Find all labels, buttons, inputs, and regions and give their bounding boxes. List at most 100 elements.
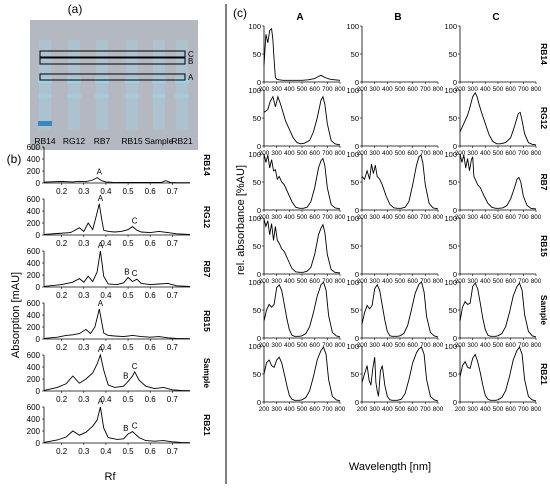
x-tick-label: 200 bbox=[357, 278, 368, 285]
densitogram: 0 200 400 600 A C RG12 0.2 0.3 0.4 0.5 0.6 0.7 bbox=[27, 194, 212, 248]
x-tick-label: 700 bbox=[322, 406, 333, 413]
y-tick-label: 0 bbox=[257, 78, 261, 87]
peak-label: C bbox=[132, 269, 138, 278]
x-tick-label: 0.2 bbox=[56, 187, 68, 196]
band-label: A bbox=[188, 73, 194, 82]
y-tick-label: 600 bbox=[27, 351, 41, 360]
x-tick-label: 500 bbox=[493, 278, 504, 285]
y-tick-label: 50 bbox=[449, 114, 457, 123]
peak-label: B bbox=[123, 371, 128, 380]
lane-streak bbox=[39, 40, 51, 130]
x-tick-label: 200 bbox=[357, 150, 368, 157]
densitogram-name: RB15 bbox=[202, 310, 212, 332]
x-tick-label: 800 bbox=[531, 342, 542, 349]
spectrum-row-name: Sample bbox=[539, 295, 549, 326]
origin-spot bbox=[38, 121, 52, 126]
x-axis-label: Rf bbox=[105, 471, 117, 483]
y-tick-label: 400 bbox=[27, 311, 41, 320]
densitogram-trace bbox=[43, 250, 191, 287]
x-tick-label: 200 bbox=[259, 214, 270, 221]
x-tick-label: 200 bbox=[455, 150, 466, 157]
y-tick-label: 0 bbox=[453, 78, 457, 87]
x-tick-label: 400 bbox=[382, 214, 393, 221]
densitogram-panel: 0 200 400 600 A RB14 0.2 0.3 0.4 0.5 0.6 0.7 0 200 400… bbox=[10, 143, 212, 483]
y-axis-label: rel. absorbance [%AU] bbox=[235, 165, 247, 275]
y-tick-label: 100 bbox=[444, 342, 457, 351]
panel-label-b: (b) bbox=[7, 152, 22, 166]
lane-spot bbox=[175, 94, 189, 98]
lane-label: RG12 bbox=[63, 136, 85, 146]
x-tick-label: 500 bbox=[395, 214, 406, 221]
x-tick-label: 800 bbox=[531, 278, 542, 285]
y-tick-label: 0 bbox=[453, 206, 457, 215]
y-tick-label: 600 bbox=[27, 143, 41, 152]
y-tick-label: 50 bbox=[351, 306, 359, 315]
densitogram: 0 200 400 600 A B C RB7 0.2 0.3 0.4 0.5 0.6 0.7 bbox=[27, 241, 212, 300]
lane-label: RB21 bbox=[171, 136, 193, 146]
y-tick-label: 0 bbox=[257, 206, 261, 215]
y-tick-label: 50 bbox=[253, 370, 261, 379]
x-tick-label: 700 bbox=[420, 406, 431, 413]
spectrum-trace bbox=[361, 281, 439, 338]
x-tick-label: 700 bbox=[420, 214, 431, 221]
y-tick-label: 0 bbox=[355, 334, 359, 343]
peak-label: B bbox=[124, 267, 129, 276]
densitogram: 0 200 400 600 A RB15 0.2 0.3 0.4 0.5 0.6 0.7 bbox=[27, 299, 212, 352]
x-tick-label: 600 bbox=[505, 406, 516, 413]
x-tick-label: 400 bbox=[284, 278, 295, 285]
y-tick-label: 600 bbox=[27, 247, 41, 256]
peak-label: A bbox=[98, 299, 104, 308]
band-box bbox=[39, 73, 186, 81]
y-tick-label: 0 bbox=[36, 439, 41, 448]
y-axis-label: Absorption [mAU] bbox=[10, 272, 22, 358]
x-tick-label: 500 bbox=[297, 214, 308, 221]
y-tick-label: 100 bbox=[248, 342, 261, 351]
x-tick-label: 300 bbox=[271, 86, 282, 93]
y-tick-label: 0 bbox=[355, 206, 359, 215]
x-tick-label: 300 bbox=[271, 342, 282, 349]
x-tick-label: 0.4 bbox=[100, 447, 112, 456]
lane-streak bbox=[126, 40, 138, 130]
x-tick-label: 0.5 bbox=[122, 395, 134, 404]
lane-spot bbox=[38, 94, 52, 98]
y-tick-label: 50 bbox=[351, 50, 359, 59]
y-tick-label: 0 bbox=[453, 334, 457, 343]
x-tick-label: 500 bbox=[297, 406, 308, 413]
x-tick-label: 0.2 bbox=[56, 343, 68, 352]
x-tick-label: 0.3 bbox=[78, 187, 90, 196]
y-tick-label: 100 bbox=[346, 214, 359, 223]
x-tick-label: 800 bbox=[335, 278, 346, 285]
plate-background bbox=[30, 20, 198, 150]
x-tick-label: 700 bbox=[420, 150, 431, 157]
y-tick-label: 50 bbox=[449, 306, 457, 315]
densitogram-trace bbox=[43, 308, 191, 340]
lane-spot bbox=[67, 94, 81, 98]
peak-label: A bbox=[98, 241, 104, 250]
x-tick-label: 800 bbox=[335, 86, 346, 93]
x-tick-label: 400 bbox=[284, 86, 295, 93]
x-tick-label: 300 bbox=[369, 342, 380, 349]
lane-streak bbox=[176, 40, 188, 130]
lane-spot bbox=[125, 94, 139, 98]
band-box bbox=[39, 50, 186, 58]
x-tick-label: 0.3 bbox=[78, 239, 90, 248]
x-tick-label: 400 bbox=[284, 150, 295, 157]
x-tick-label: 0.5 bbox=[122, 239, 134, 248]
x-tick-label: 300 bbox=[467, 86, 478, 93]
x-tick-label: 600 bbox=[309, 86, 320, 93]
x-tick-label: 200 bbox=[357, 214, 368, 221]
x-tick-label: 800 bbox=[433, 406, 444, 413]
x-tick-label: 800 bbox=[335, 214, 346, 221]
y-tick-label: 100 bbox=[248, 214, 261, 223]
x-tick-label: 200 bbox=[259, 406, 270, 413]
x-tick-label: 0.2 bbox=[56, 291, 68, 300]
x-tick-label: 0.7 bbox=[167, 187, 179, 196]
x-tick-label: 800 bbox=[531, 406, 542, 413]
densitogram-trace bbox=[43, 353, 191, 392]
peak-label: C bbox=[132, 422, 138, 431]
y-tick-label: 100 bbox=[248, 278, 261, 287]
